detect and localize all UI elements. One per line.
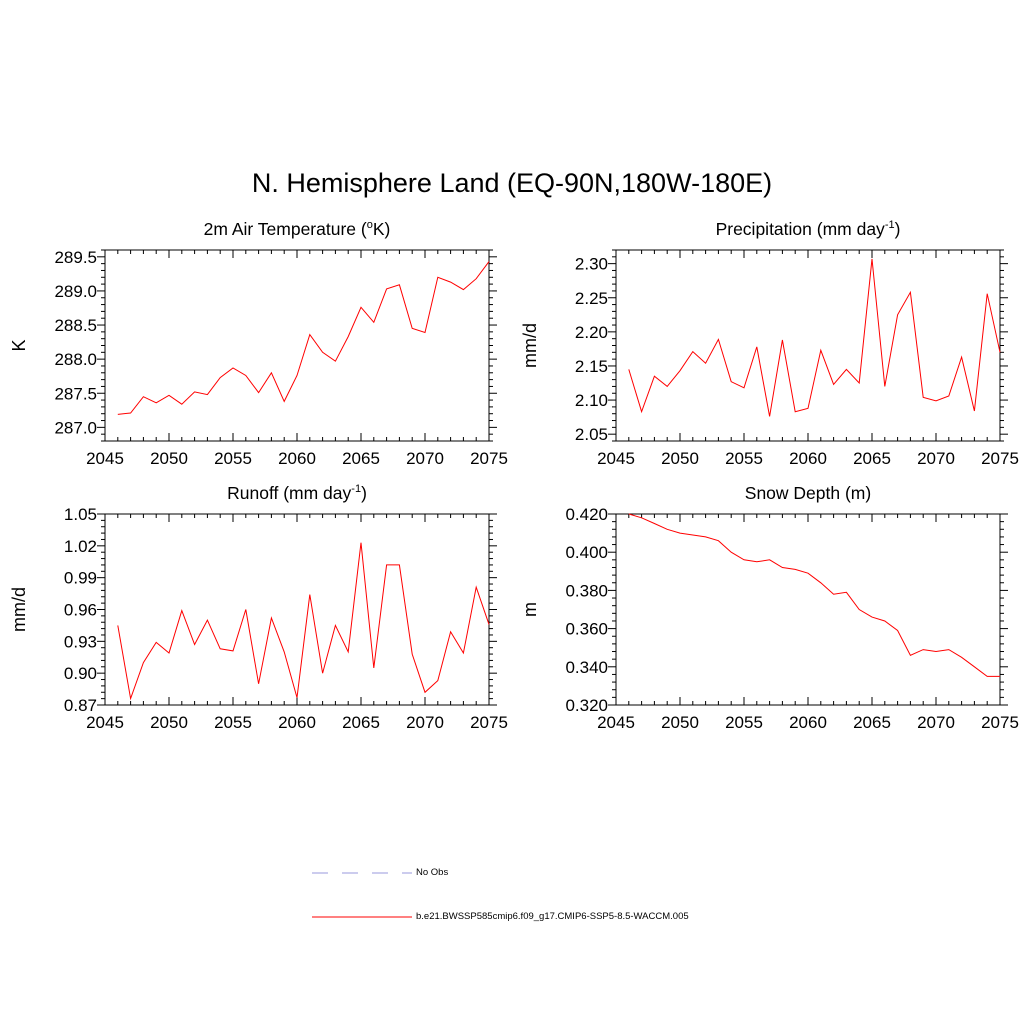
y-tick-label: 288.5 <box>54 316 97 335</box>
x-tick-label: 2060 <box>278 713 316 732</box>
y-tick-label: 287.0 <box>54 418 97 437</box>
x-tick-label: 2065 <box>342 713 380 732</box>
plot-frame <box>615 513 1001 706</box>
y-tick-label: 289.0 <box>54 282 97 301</box>
panel-title-text: Precipitation (mm day <box>715 219 885 239</box>
x-tick-label: 2045 <box>597 713 635 732</box>
main-title: N. Hemisphere Land (EQ-90N,180W-180E) <box>251 168 773 198</box>
y-tick-label: 287.5 <box>54 384 97 403</box>
x-tick-label: 2050 <box>150 713 188 732</box>
x-tick-label: 2070 <box>406 713 444 732</box>
y-tick-label: 2.20 <box>575 323 608 342</box>
y-tick-label: 2.05 <box>575 425 608 444</box>
y-axis-label: m <box>520 602 540 617</box>
series-line <box>117 261 490 415</box>
panel-title-sup: -1 <box>884 219 895 232</box>
chart-snow-depth: 2045 2050 2055 2060 2065 2070 2075 0.320 0.340 0.… <box>520 505 1019 732</box>
y-axis-label: mm/d <box>9 587 29 632</box>
chart-precipitation: 2045 2050 2055 2060 2065 2070 2075 2.05 2.10 2.15… <box>520 249 1019 468</box>
y-tick-label: 0.90 <box>64 664 97 683</box>
y-tick-label: 0.420 <box>565 505 608 524</box>
panel-title-tail: ) <box>894 219 901 239</box>
x-tick-label: 2060 <box>278 449 316 468</box>
x-tick-label: 2050 <box>661 449 699 468</box>
x-tick-label: 2055 <box>214 449 252 468</box>
panel-title-text: Runoff (mm day <box>227 483 352 503</box>
y-tick-label: 0.400 <box>565 543 608 562</box>
y-tick-label: 288.0 <box>54 350 97 369</box>
panel-title-tail: K) <box>372 219 391 239</box>
y-tick-label: 1.05 <box>64 505 97 524</box>
x-tick-label: 2070 <box>406 449 444 468</box>
x-tick-label: 2075 <box>470 713 508 732</box>
series-line <box>117 542 490 701</box>
plot-frame <box>104 249 490 442</box>
y-tick-label: 0.96 <box>64 601 97 620</box>
x-tick-label: 2070 <box>917 713 955 732</box>
plot-frame <box>104 513 490 706</box>
x-tick-label: 2065 <box>853 449 891 468</box>
x-tick-label: 2070 <box>917 449 955 468</box>
x-tick-label: 2075 <box>470 449 508 468</box>
x-tick-label: 2055 <box>725 449 763 468</box>
y-tick-label: 0.360 <box>565 620 608 639</box>
series-line <box>628 258 1001 417</box>
series-line <box>628 513 1000 677</box>
legend-no-obs-label: No Obs <box>416 867 449 878</box>
y-tick-label: 2.30 <box>575 255 608 274</box>
chart-temperature: 2045 2050 2055 2060 2065 2070 2075 287.0 287.5 28… <box>9 248 508 468</box>
x-tick-label: 2075 <box>981 713 1019 732</box>
plot-frame <box>615 249 1001 442</box>
panel-title-snow-depth: Snow Depth (m) <box>616 483 1000 504</box>
x-tick-label: 2065 <box>342 449 380 468</box>
y-axis-label: mm/d <box>520 323 540 368</box>
panel-title-temperature: 2m Air Temperature (oK) <box>105 219 489 240</box>
x-tick-label: 2065 <box>853 713 891 732</box>
panel-title-text: 2m Air Temperature ( <box>203 219 367 239</box>
y-tick-label: 1.02 <box>64 537 97 556</box>
panel-title-precipitation: Precipitation (mm day-1) <box>616 219 1000 240</box>
panel-title-tail: ) <box>361 483 367 503</box>
y-tick-label: 0.340 <box>565 658 608 677</box>
x-tick-label: 2055 <box>214 713 252 732</box>
y-tick-label: 2.10 <box>575 391 608 410</box>
x-tick-label: 2045 <box>86 449 124 468</box>
x-tick-label: 2045 <box>597 449 635 468</box>
y-tick-label: 2.15 <box>575 357 608 376</box>
legend-model-label: b.e21.BWSSP585cmip6.f09_g17.CMIP6-SSP5-8… <box>416 911 689 922</box>
y-tick-label: 0.380 <box>565 581 608 600</box>
x-tick-label: 2050 <box>661 713 699 732</box>
x-tick-label: 2055 <box>725 713 763 732</box>
y-tick-label: 0.99 <box>64 569 97 588</box>
panel-title-sup: -1 <box>351 483 362 496</box>
y-axis-label: K <box>9 339 29 351</box>
y-tick-label: 2.25 <box>575 289 608 308</box>
y-tick-label: 0.87 <box>64 696 97 715</box>
panel-title-sup: o <box>366 219 373 232</box>
x-tick-label: 2060 <box>789 449 827 468</box>
chart-runoff: 2045 2050 2055 2060 2065 2070 2075 0.87 0.90 0.93… <box>9 505 508 732</box>
x-tick-label: 2045 <box>86 713 124 732</box>
y-tick-label: 0.93 <box>64 632 97 651</box>
x-tick-label: 2075 <box>981 449 1019 468</box>
x-tick-label: 2060 <box>789 713 827 732</box>
panel-title-runoff: Runoff (mm day-1) <box>105 483 489 504</box>
y-tick-label: 0.320 <box>565 696 608 715</box>
y-tick-label: 289.5 <box>54 248 97 267</box>
x-tick-label: 2050 <box>150 449 188 468</box>
panel-title-text: Snow Depth (m) <box>744 483 872 503</box>
